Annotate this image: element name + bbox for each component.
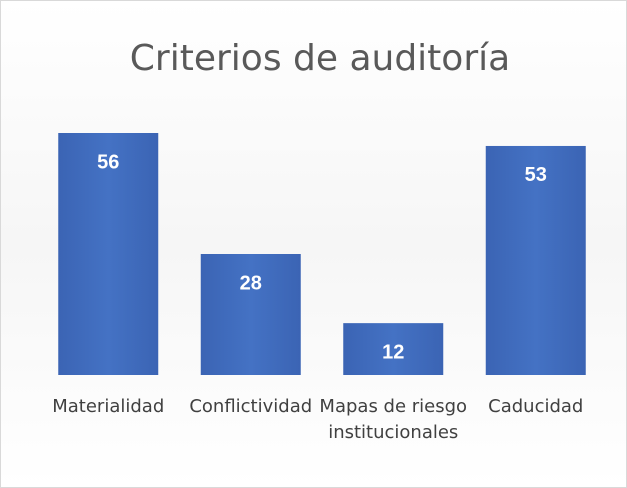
bar <box>58 133 159 375</box>
bar <box>200 254 301 375</box>
x-tick-label: Materialidad <box>52 396 165 417</box>
x-tick-label: Conflictividad <box>189 396 313 417</box>
chart-title: Criterios de auditoría <box>130 38 510 79</box>
data-label: 28 <box>240 272 262 294</box>
bar <box>343 323 444 375</box>
x-tick-label-box: Caducidad <box>488 396 584 417</box>
x-tick-label-box: Mapas de riesgo institucionales <box>319 396 468 443</box>
x-tick-label: Mapas de riesgo institucionales <box>319 396 468 443</box>
x-tick-label-box: Conflictividad <box>189 396 313 417</box>
data-label: 12 <box>382 341 404 363</box>
data-label: 56 <box>97 151 119 173</box>
x-tick-label-box: Materialidad <box>52 396 165 417</box>
data-label: 53 <box>525 164 547 186</box>
x-tick-label: Caducidad <box>488 396 584 417</box>
bar <box>485 145 586 375</box>
